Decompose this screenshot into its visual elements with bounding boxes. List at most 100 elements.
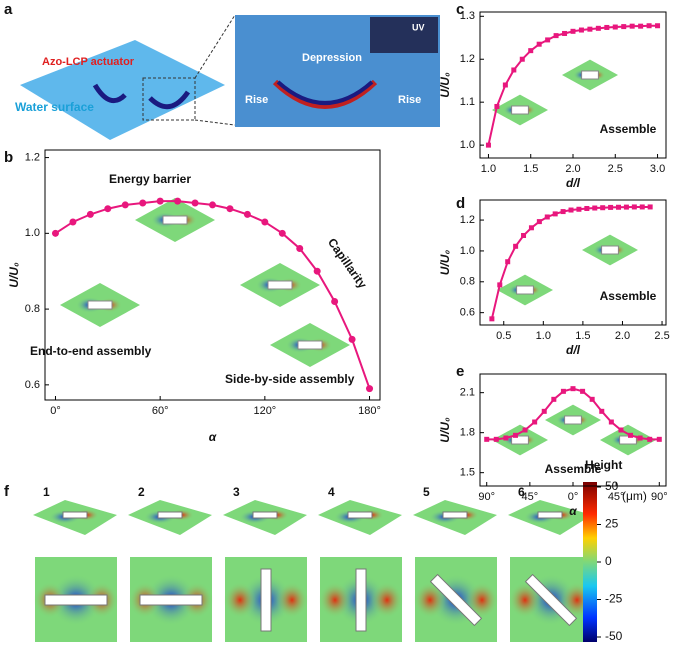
annotation: Energy barrier	[109, 172, 191, 186]
point	[278, 229, 286, 237]
point	[366, 385, 374, 393]
point	[494, 103, 500, 109]
x-axis-label: d/l	[566, 343, 581, 357]
annotation: Assemble	[545, 462, 602, 476]
inset-field	[492, 94, 548, 126]
point	[595, 25, 601, 31]
point	[576, 206, 582, 212]
point	[545, 37, 551, 43]
label: Rise	[245, 94, 268, 106]
point	[631, 204, 637, 210]
point	[348, 335, 356, 343]
x-tick-label: 0°	[50, 405, 61, 417]
point	[568, 207, 574, 213]
inset-actuator	[297, 340, 323, 350]
y-tick-label: 0.6	[460, 307, 475, 319]
colorbar	[583, 482, 597, 642]
point	[209, 201, 216, 209]
y-tick-label: 0.6	[25, 379, 40, 391]
actuator	[139, 594, 203, 606]
x-axis-label: α	[209, 430, 217, 444]
x-tick-label: 2.5	[608, 163, 623, 175]
point	[629, 23, 635, 29]
x-tick-label: 1.0	[536, 330, 551, 342]
actuator	[157, 511, 183, 519]
point	[647, 436, 653, 442]
plot-frame	[44, 149, 381, 401]
point	[86, 210, 94, 218]
x-tick-label: 1.0	[481, 163, 496, 175]
point	[628, 432, 634, 438]
inset-field	[240, 263, 320, 307]
point	[51, 229, 59, 237]
point	[69, 218, 77, 226]
point	[646, 23, 652, 29]
x-tick-label: 120°	[253, 405, 276, 417]
point	[522, 427, 528, 433]
x-tick-label: 0°	[568, 491, 579, 503]
point	[570, 28, 576, 34]
point	[647, 204, 653, 210]
colorbar-tick-label: -25	[605, 592, 623, 606]
point	[589, 396, 595, 402]
inset-field	[270, 323, 350, 367]
point	[104, 205, 112, 213]
x-tick-label: 2.5	[654, 330, 669, 342]
x-axis-label: α	[569, 504, 577, 518]
y-tick-label: 1.0	[25, 227, 40, 239]
point	[191, 199, 199, 207]
panel-label: c	[456, 1, 464, 18]
point	[121, 201, 129, 209]
y-tick-label: 1.0	[460, 245, 475, 257]
inset-actuator	[511, 435, 529, 445]
point	[655, 23, 661, 29]
x-tick-label: 60°	[152, 405, 169, 417]
inset-field	[582, 234, 638, 266]
point	[637, 435, 643, 441]
point	[519, 56, 525, 62]
plot-frame	[479, 199, 667, 326]
point	[553, 33, 559, 39]
inset-actuator	[619, 435, 637, 445]
point	[656, 436, 662, 442]
label: UV	[412, 22, 425, 32]
colorbar-title: Height	[585, 458, 622, 472]
point	[493, 436, 499, 442]
inset-field	[135, 198, 215, 242]
point	[536, 41, 542, 47]
point	[600, 205, 606, 211]
inset-actuator	[511, 105, 529, 115]
y-tick-label: 1.2	[25, 151, 40, 163]
label: Azo-LCP actuator	[42, 56, 135, 68]
actuator	[537, 511, 563, 519]
point	[570, 386, 576, 392]
point	[226, 205, 234, 213]
actuator	[62, 511, 88, 519]
rise	[371, 582, 403, 618]
y-tick-label: 1.0	[460, 139, 475, 151]
point	[560, 209, 566, 215]
x-tick-label: 45°	[608, 491, 625, 503]
x-tick-label: 2.0	[615, 330, 630, 342]
y-tick-label: 2.1	[460, 387, 475, 399]
panel-label: b	[4, 149, 13, 166]
point	[489, 316, 495, 322]
colorbar-tick-label: 25	[605, 517, 619, 531]
step-label: 6	[518, 485, 525, 499]
inset-actuator	[581, 70, 599, 80]
point	[313, 267, 321, 275]
point	[511, 67, 517, 73]
step-label: 4	[328, 485, 335, 499]
point	[261, 218, 269, 226]
point	[528, 225, 534, 231]
point	[621, 24, 627, 30]
y-axis-label: U/U₀	[438, 250, 452, 276]
point	[560, 388, 566, 394]
point	[618, 427, 624, 433]
rise	[319, 582, 351, 618]
point	[541, 408, 547, 414]
y-axis-label: U/U₀	[7, 262, 21, 288]
point	[552, 211, 558, 217]
point	[551, 396, 557, 402]
